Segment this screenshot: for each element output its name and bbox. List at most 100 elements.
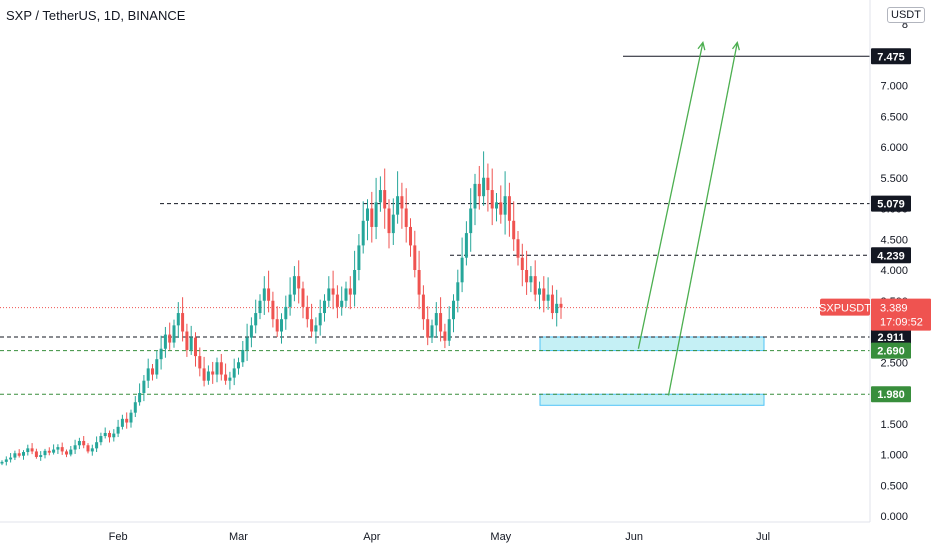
candle-body: [374, 202, 378, 227]
candle-body: [146, 368, 150, 381]
candle-body: [77, 440, 81, 446]
candle-body: [181, 313, 185, 332]
candle-body: [155, 359, 159, 375]
candle-body: [133, 402, 137, 413]
x-tick-label: Feb: [109, 531, 128, 543]
candle-body: [219, 362, 223, 375]
candle-body: [460, 257, 464, 283]
candle-body: [301, 288, 305, 307]
candle-body: [194, 337, 197, 357]
candle-body: [82, 440, 86, 446]
x-tick-label: Apr: [363, 531, 380, 543]
candle-body: [366, 208, 369, 221]
candle-body: [271, 300, 275, 320]
candle-body: [413, 245, 417, 270]
candle-body: [335, 294, 339, 307]
candle-body: [391, 214, 395, 234]
candle-body: [387, 208, 391, 234]
x-tick-label: Jul: [756, 531, 770, 543]
candle-body: [383, 190, 387, 209]
candle-body: [129, 412, 133, 423]
candle-body: [245, 337, 249, 350]
candle-body: [43, 450, 47, 456]
y-tick-label: 4.500: [880, 234, 908, 246]
price-label-box: [871, 247, 911, 264]
candle-body: [305, 306, 309, 320]
candle-body: [228, 377, 232, 381]
candle-body: [73, 445, 77, 450]
candle-body: [275, 319, 279, 332]
candle-body: [172, 325, 176, 343]
projection-arrow: [637, 42, 704, 349]
candle-body: [206, 371, 210, 381]
price-label-box: [871, 342, 911, 359]
y-tick-label: 6.000: [880, 142, 908, 154]
candle-body: [503, 196, 507, 215]
candle-body: [396, 196, 400, 215]
x-tick-label: Jun: [625, 531, 643, 543]
candle-body: [546, 294, 550, 301]
currency-button[interactable]: USDT: [887, 7, 925, 23]
candle-body: [60, 447, 64, 452]
plot-background: [0, 0, 870, 522]
candle-body: [116, 426, 120, 434]
price-label: 2.911: [878, 332, 905, 344]
candle-body: [22, 452, 25, 456]
candle-body: [357, 245, 361, 270]
candle-body: [538, 288, 541, 295]
candle-body: [52, 449, 56, 453]
candle-body: [34, 451, 38, 457]
price-label: 2.690: [877, 346, 905, 358]
candle-body: [288, 294, 292, 307]
candle-body: [469, 208, 473, 234]
candle-body: [327, 288, 331, 301]
candle-body: [120, 418, 124, 427]
candle-body: [142, 380, 146, 393]
candle-body: [202, 368, 206, 381]
candle-body: [310, 319, 314, 332]
candle-body: [254, 313, 258, 326]
candle-body: [267, 288, 271, 301]
candle-body: [443, 331, 447, 341]
candle-body: [344, 288, 348, 301]
candle-body: [241, 349, 245, 363]
candle-body: [348, 288, 352, 295]
x-tick-label: Mar: [229, 531, 248, 543]
candle-body: [86, 445, 90, 452]
candle-body: [125, 418, 129, 423]
candle-body: [473, 183, 477, 209]
symbol-label: SXPUSDT: [819, 303, 871, 315]
candle-body: [482, 177, 486, 197]
price-label-box: [871, 386, 911, 403]
candle-body: [211, 371, 215, 375]
candle-body: [0, 461, 4, 464]
candle-body: [340, 300, 344, 307]
price-label-box: [871, 48, 911, 65]
candles-layer: [0, 151, 563, 466]
candle-body: [559, 303, 563, 308]
candle-body: [490, 190, 494, 209]
candle-body: [331, 288, 335, 295]
price-labels-layer: 7.475 5.079 4.239 2.911 2.690 1.980 SXPUSDT 3.3…: [819, 48, 931, 403]
candle-body: [323, 300, 326, 314]
price-label: 5.079: [877, 199, 905, 211]
candle-body: [215, 362, 219, 375]
price-label: 7.475: [877, 51, 905, 63]
candle-body: [69, 449, 73, 455]
y-tick-label: 2.500: [880, 357, 908, 369]
y-tick-label: 5.500: [880, 173, 908, 185]
candle-body: [409, 226, 412, 246]
candle-body: [17, 453, 21, 456]
candle-body: [400, 196, 404, 209]
candle-body: [249, 325, 253, 338]
y-tick-label: 4.000: [880, 265, 908, 277]
candle-body: [108, 432, 111, 438]
candle-body: [525, 270, 529, 283]
candle-body: [464, 233, 468, 258]
candle-body: [542, 288, 546, 301]
candle-body: [112, 433, 116, 438]
candle-body: [189, 337, 193, 350]
candle-body: [26, 448, 30, 453]
candle-body: [456, 282, 460, 301]
